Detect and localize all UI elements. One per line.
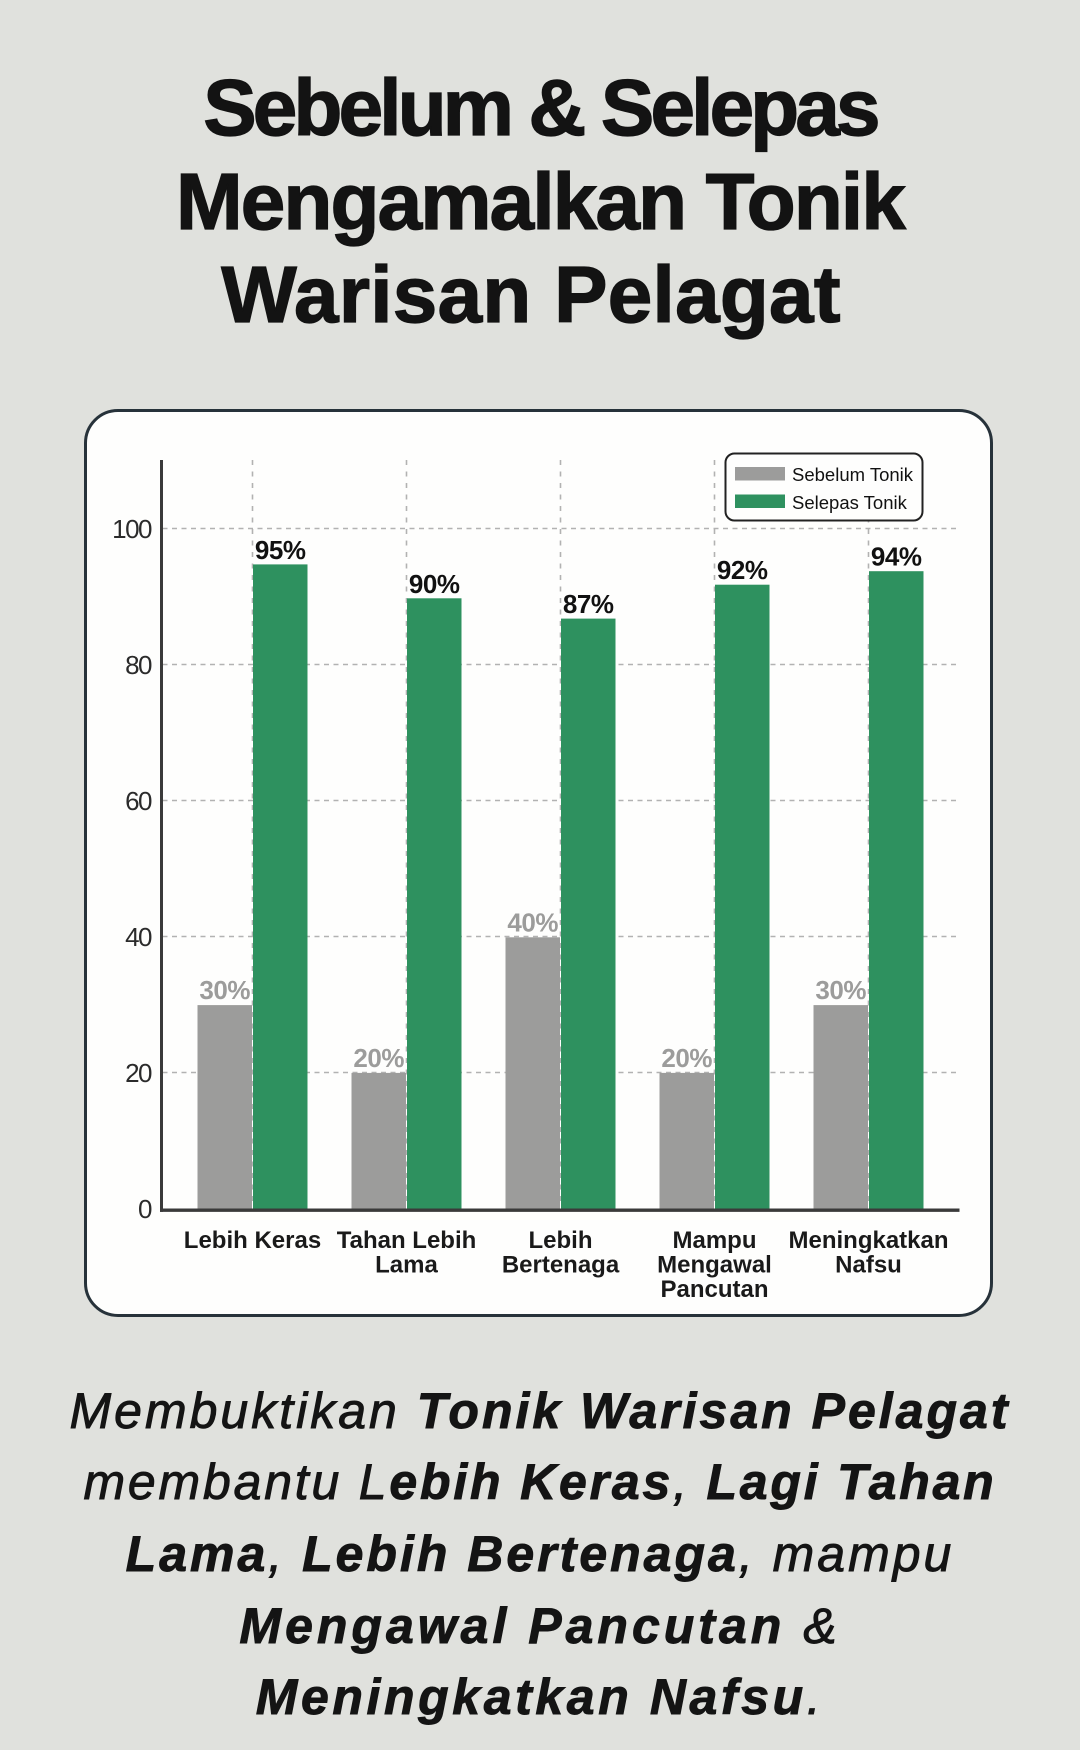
svg-text:30%: 30%: [815, 975, 866, 1005]
svg-text:20%: 20%: [661, 1043, 712, 1073]
svg-text:Tahan Lebih: Tahan Lebih: [337, 1227, 477, 1254]
svg-text:Selepas Tonik: Selepas Tonik: [792, 492, 908, 513]
svg-text:Pancutan: Pancutan: [660, 1276, 768, 1303]
svg-text:80: 80: [125, 650, 152, 680]
svg-text:40: 40: [125, 922, 152, 952]
svg-text:40%: 40%: [507, 907, 558, 937]
svg-text:20%: 20%: [353, 1043, 404, 1073]
svg-text:Bertenaga: Bertenaga: [502, 1252, 620, 1279]
svg-text:Lama: Lama: [375, 1252, 438, 1279]
svg-text:92%: 92%: [717, 555, 768, 585]
svg-text:Nafsu: Nafsu: [835, 1252, 902, 1279]
svg-text:95%: 95%: [255, 535, 306, 565]
svg-text:60: 60: [125, 786, 152, 816]
svg-text:Lebih Keras: Lebih Keras: [184, 1227, 321, 1254]
svg-text:0: 0: [138, 1194, 152, 1224]
svg-text:87%: 87%: [563, 589, 614, 619]
svg-text:Lebih: Lebih: [529, 1227, 593, 1254]
svg-text:Sebelum Tonik: Sebelum Tonik: [792, 464, 914, 485]
svg-text:Mengawal: Mengawal: [657, 1252, 772, 1279]
svg-text:100: 100: [112, 514, 152, 544]
svg-text:Mampu: Mampu: [673, 1227, 757, 1254]
svg-text:94%: 94%: [871, 542, 922, 572]
svg-text:Meningkatkan: Meningkatkan: [788, 1227, 948, 1254]
svg-text:90%: 90%: [409, 569, 460, 599]
svg-text:30%: 30%: [199, 975, 250, 1005]
svg-text:20: 20: [125, 1058, 152, 1088]
